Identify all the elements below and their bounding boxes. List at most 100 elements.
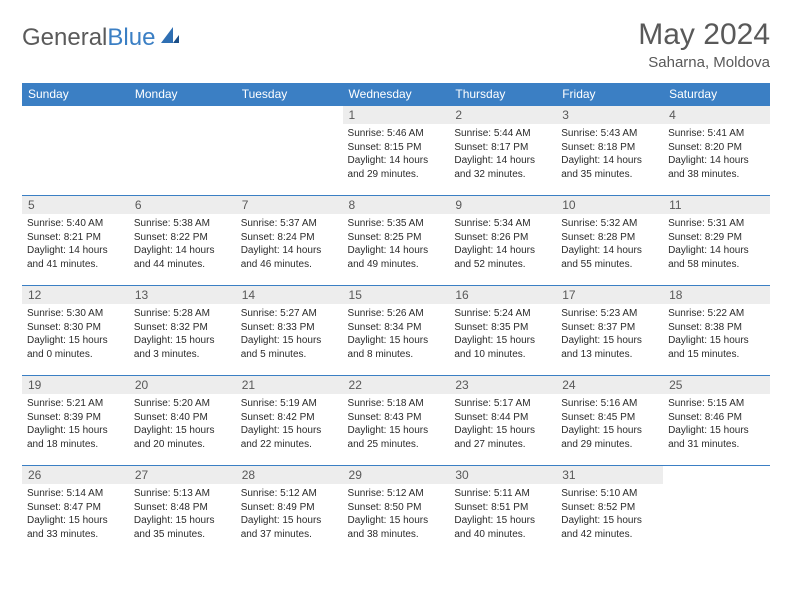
day-number: 4 bbox=[663, 106, 770, 124]
daylight-line1: Daylight: 14 hours bbox=[668, 244, 765, 258]
daylight-line2: and 27 minutes. bbox=[454, 438, 551, 452]
calendar-cell bbox=[236, 106, 343, 196]
sunrise-text: Sunrise: 5:15 AM bbox=[668, 397, 765, 411]
daylight-line2: and 35 minutes. bbox=[561, 168, 658, 182]
day-details: Sunrise: 5:37 AMSunset: 8:24 PMDaylight:… bbox=[236, 214, 343, 276]
day-details: Sunrise: 5:44 AMSunset: 8:17 PMDaylight:… bbox=[449, 124, 556, 186]
day-details: Sunrise: 5:15 AMSunset: 8:46 PMDaylight:… bbox=[663, 394, 770, 456]
day-number: 24 bbox=[556, 376, 663, 394]
day-details: Sunrise: 5:28 AMSunset: 8:32 PMDaylight:… bbox=[129, 304, 236, 366]
calendar-cell: 21Sunrise: 5:19 AMSunset: 8:42 PMDayligh… bbox=[236, 376, 343, 466]
daylight-line2: and 5 minutes. bbox=[241, 348, 338, 362]
day-number: 1 bbox=[343, 106, 450, 124]
daylight-line1: Daylight: 14 hours bbox=[241, 244, 338, 258]
day-details: Sunrise: 5:32 AMSunset: 8:28 PMDaylight:… bbox=[556, 214, 663, 276]
day-details: Sunrise: 5:17 AMSunset: 8:44 PMDaylight:… bbox=[449, 394, 556, 456]
sunrise-text: Sunrise: 5:27 AM bbox=[241, 307, 338, 321]
logo-text-blue: Blue bbox=[107, 24, 155, 51]
day-number: 23 bbox=[449, 376, 556, 394]
sunset-text: Sunset: 8:28 PM bbox=[561, 231, 658, 245]
sunrise-text: Sunrise: 5:16 AM bbox=[561, 397, 658, 411]
calendar-cell bbox=[129, 106, 236, 196]
sunset-text: Sunset: 8:43 PM bbox=[348, 411, 445, 425]
day-number: 20 bbox=[129, 376, 236, 394]
sunset-text: Sunset: 8:15 PM bbox=[348, 141, 445, 155]
daylight-line1: Daylight: 14 hours bbox=[27, 244, 124, 258]
daylight-line1: Daylight: 15 hours bbox=[561, 424, 658, 438]
daylight-line2: and 55 minutes. bbox=[561, 258, 658, 272]
day-number bbox=[129, 106, 236, 124]
calendar-cell: 22Sunrise: 5:18 AMSunset: 8:43 PMDayligh… bbox=[343, 376, 450, 466]
day-number: 30 bbox=[449, 466, 556, 484]
sunset-text: Sunset: 8:20 PM bbox=[668, 141, 765, 155]
calendar-cell: 13Sunrise: 5:28 AMSunset: 8:32 PMDayligh… bbox=[129, 286, 236, 376]
weekday-wednesday: Wednesday bbox=[343, 83, 450, 106]
day-details: Sunrise: 5:22 AMSunset: 8:38 PMDaylight:… bbox=[663, 304, 770, 366]
calendar-cell: 24Sunrise: 5:16 AMSunset: 8:45 PMDayligh… bbox=[556, 376, 663, 466]
daylight-line1: Daylight: 15 hours bbox=[27, 424, 124, 438]
daylight-line1: Daylight: 15 hours bbox=[668, 334, 765, 348]
daylight-line2: and 13 minutes. bbox=[561, 348, 658, 362]
daylight-line1: Daylight: 15 hours bbox=[561, 334, 658, 348]
day-details: Sunrise: 5:24 AMSunset: 8:35 PMDaylight:… bbox=[449, 304, 556, 366]
calendar-cell: 26Sunrise: 5:14 AMSunset: 8:47 PMDayligh… bbox=[22, 466, 129, 556]
sunrise-text: Sunrise: 5:44 AM bbox=[454, 127, 551, 141]
daylight-line2: and 3 minutes. bbox=[134, 348, 231, 362]
calendar-cell: 14Sunrise: 5:27 AMSunset: 8:33 PMDayligh… bbox=[236, 286, 343, 376]
day-details: Sunrise: 5:14 AMSunset: 8:47 PMDaylight:… bbox=[22, 484, 129, 546]
daylight-line1: Daylight: 14 hours bbox=[561, 154, 658, 168]
sunrise-text: Sunrise: 5:41 AM bbox=[668, 127, 765, 141]
daylight-line1: Daylight: 15 hours bbox=[668, 424, 765, 438]
calendar-row: 1Sunrise: 5:46 AMSunset: 8:15 PMDaylight… bbox=[22, 106, 770, 196]
daylight-line1: Daylight: 14 hours bbox=[454, 244, 551, 258]
sunset-text: Sunset: 8:22 PM bbox=[134, 231, 231, 245]
day-details: Sunrise: 5:16 AMSunset: 8:45 PMDaylight:… bbox=[556, 394, 663, 456]
sunset-text: Sunset: 8:42 PM bbox=[241, 411, 338, 425]
day-details: Sunrise: 5:41 AMSunset: 8:20 PMDaylight:… bbox=[663, 124, 770, 186]
daylight-line2: and 38 minutes. bbox=[668, 168, 765, 182]
daylight-line1: Daylight: 14 hours bbox=[348, 244, 445, 258]
sunrise-text: Sunrise: 5:13 AM bbox=[134, 487, 231, 501]
calendar-cell: 15Sunrise: 5:26 AMSunset: 8:34 PMDayligh… bbox=[343, 286, 450, 376]
day-details: Sunrise: 5:20 AMSunset: 8:40 PMDaylight:… bbox=[129, 394, 236, 456]
calendar-cell bbox=[22, 106, 129, 196]
day-number: 14 bbox=[236, 286, 343, 304]
sunset-text: Sunset: 8:45 PM bbox=[561, 411, 658, 425]
daylight-line2: and 0 minutes. bbox=[27, 348, 124, 362]
sunrise-text: Sunrise: 5:38 AM bbox=[134, 217, 231, 231]
calendar-cell: 31Sunrise: 5:10 AMSunset: 8:52 PMDayligh… bbox=[556, 466, 663, 556]
day-details: Sunrise: 5:10 AMSunset: 8:52 PMDaylight:… bbox=[556, 484, 663, 546]
weekday-thursday: Thursday bbox=[449, 83, 556, 106]
daylight-line2: and 38 minutes. bbox=[348, 528, 445, 542]
calendar-cell: 16Sunrise: 5:24 AMSunset: 8:35 PMDayligh… bbox=[449, 286, 556, 376]
sunset-text: Sunset: 8:30 PM bbox=[27, 321, 124, 335]
day-number: 6 bbox=[129, 196, 236, 214]
sunrise-text: Sunrise: 5:37 AM bbox=[241, 217, 338, 231]
sunrise-text: Sunrise: 5:28 AM bbox=[134, 307, 231, 321]
sunset-text: Sunset: 8:29 PM bbox=[668, 231, 765, 245]
day-number: 22 bbox=[343, 376, 450, 394]
daylight-line1: Daylight: 15 hours bbox=[27, 514, 124, 528]
daylight-line1: Daylight: 14 hours bbox=[134, 244, 231, 258]
day-number: 25 bbox=[663, 376, 770, 394]
daylight-line1: Daylight: 15 hours bbox=[454, 424, 551, 438]
calendar-cell: 17Sunrise: 5:23 AMSunset: 8:37 PMDayligh… bbox=[556, 286, 663, 376]
sunrise-text: Sunrise: 5:32 AM bbox=[561, 217, 658, 231]
sunset-text: Sunset: 8:25 PM bbox=[348, 231, 445, 245]
sunset-text: Sunset: 8:48 PM bbox=[134, 501, 231, 515]
daylight-line2: and 32 minutes. bbox=[454, 168, 551, 182]
sunset-text: Sunset: 8:33 PM bbox=[241, 321, 338, 335]
sunset-text: Sunset: 8:39 PM bbox=[27, 411, 124, 425]
weekday-sunday: Sunday bbox=[22, 83, 129, 106]
day-number: 18 bbox=[663, 286, 770, 304]
sunrise-text: Sunrise: 5:20 AM bbox=[134, 397, 231, 411]
sunset-text: Sunset: 8:21 PM bbox=[27, 231, 124, 245]
day-number: 3 bbox=[556, 106, 663, 124]
daylight-line1: Daylight: 15 hours bbox=[561, 514, 658, 528]
logo-text-general: General bbox=[22, 24, 107, 51]
calendar-cell: 20Sunrise: 5:20 AMSunset: 8:40 PMDayligh… bbox=[129, 376, 236, 466]
daylight-line2: and 29 minutes. bbox=[348, 168, 445, 182]
daylight-line2: and 33 minutes. bbox=[27, 528, 124, 542]
sunrise-text: Sunrise: 5:10 AM bbox=[561, 487, 658, 501]
sunrise-text: Sunrise: 5:17 AM bbox=[454, 397, 551, 411]
